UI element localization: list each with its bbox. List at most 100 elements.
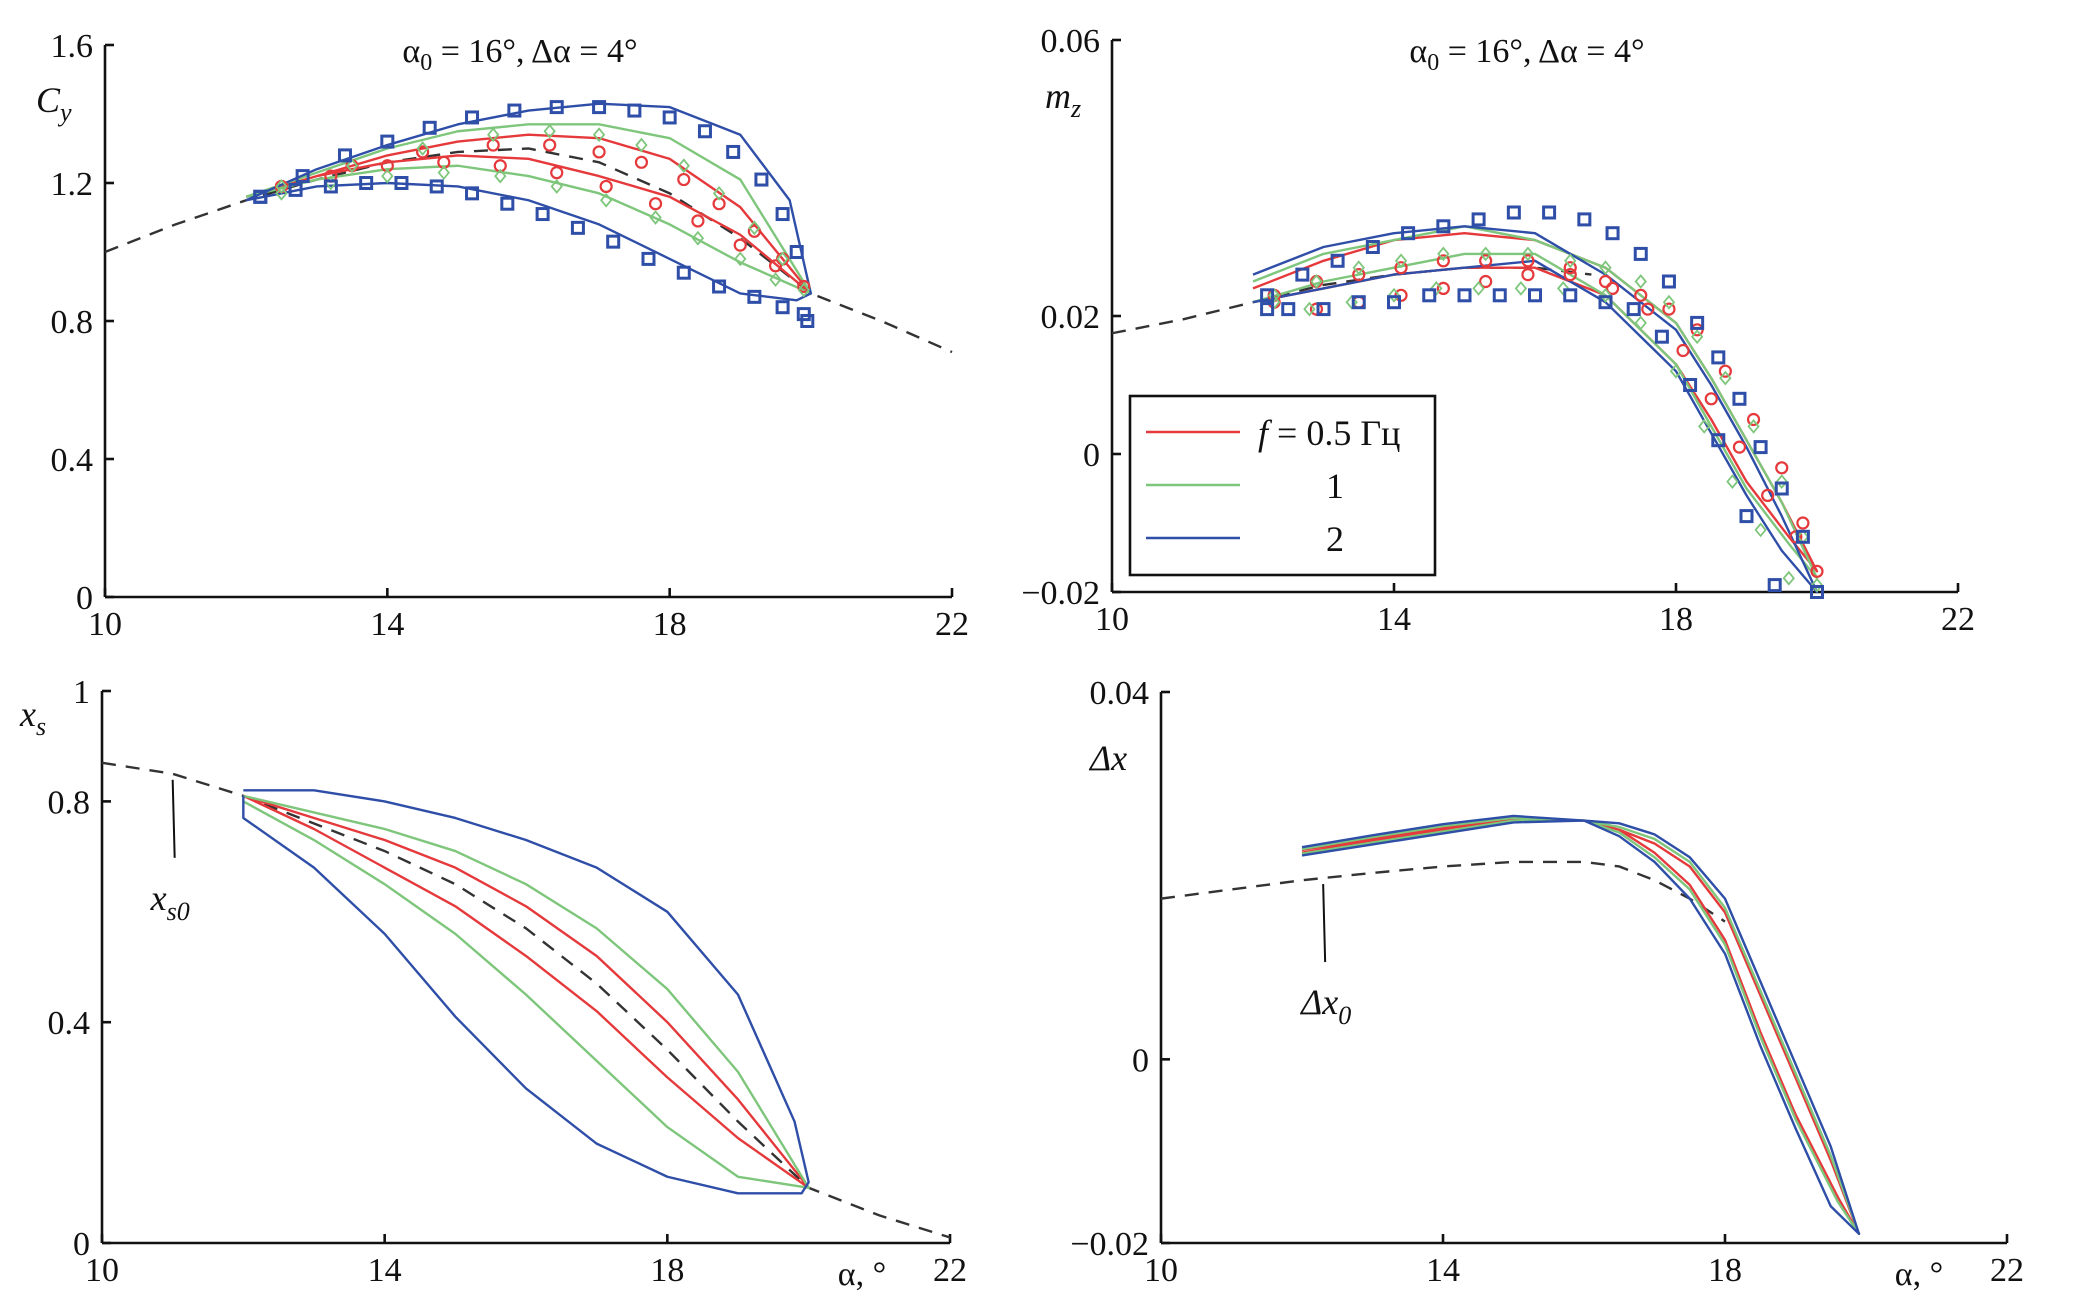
marker-circle bbox=[1810, 564, 1824, 578]
marker-square bbox=[1260, 288, 1275, 303]
annotation-leader bbox=[171, 779, 176, 858]
marker-square bbox=[775, 300, 790, 315]
marker-square bbox=[592, 100, 607, 115]
marker-square bbox=[1654, 329, 1669, 344]
marker-square bbox=[337, 148, 352, 163]
loop-line-f2 bbox=[242, 789, 810, 1195]
marker-diamond bbox=[1352, 260, 1365, 276]
marker-square bbox=[1810, 585, 1824, 599]
chart-title: α0 = 16°, Δα = 4° bbox=[402, 33, 637, 76]
marker-square bbox=[429, 179, 444, 194]
marker-diamond bbox=[734, 251, 747, 267]
marker-diamond bbox=[1754, 522, 1767, 538]
loop-line-f05 bbox=[245, 133, 813, 295]
marker-circle bbox=[1563, 261, 1577, 275]
marker-square bbox=[726, 144, 741, 159]
marker-diamond bbox=[494, 168, 507, 184]
marker-square bbox=[1739, 509, 1754, 524]
marker-circle bbox=[1789, 530, 1803, 544]
marker-square bbox=[789, 245, 804, 259]
marker-diamond bbox=[543, 123, 556, 139]
marker-diamond bbox=[1514, 280, 1528, 296]
x-tick-label: 14 bbox=[1377, 601, 1411, 638]
marker-diamond bbox=[748, 220, 761, 236]
marker-diamond bbox=[776, 251, 789, 267]
marker-circle bbox=[1598, 274, 1613, 289]
marker-square bbox=[1542, 205, 1557, 220]
marker-circle bbox=[1746, 412, 1761, 427]
marker-square bbox=[1795, 529, 1810, 544]
marker-square bbox=[1605, 226, 1620, 241]
marker-square bbox=[380, 134, 395, 149]
marker-diamond bbox=[1782, 570, 1795, 586]
marker-square bbox=[500, 196, 515, 211]
static-curve bbox=[1160, 860, 1726, 923]
x-tick-label: 18 bbox=[1659, 601, 1693, 638]
marker-circle bbox=[677, 172, 691, 187]
marker-circle bbox=[1521, 268, 1535, 282]
marker-square bbox=[1711, 433, 1726, 448]
marker-diamond bbox=[1775, 474, 1788, 490]
marker-diamond bbox=[769, 272, 782, 288]
marker-square bbox=[1316, 302, 1331, 317]
static-curve bbox=[101, 761, 951, 1239]
marker-circle bbox=[1521, 254, 1535, 268]
marker-square bbox=[1401, 226, 1416, 241]
marker-circle bbox=[1352, 268, 1366, 282]
marker-circle bbox=[1796, 516, 1810, 530]
marker-square bbox=[712, 279, 727, 294]
x-tick-label: 14 bbox=[1426, 1252, 1460, 1289]
chart-mz: 10 14 18 22 −0.02 0 0.02 0.06 mz α0 = 16°, Δα = 4… bbox=[1021, 23, 1975, 638]
marker-diamond bbox=[1634, 274, 1647, 289]
marker-square bbox=[1351, 295, 1366, 310]
marker-square bbox=[422, 120, 437, 135]
marker-square bbox=[1528, 288, 1542, 303]
loop-line-f05 bbox=[1252, 231, 1819, 573]
marker-square bbox=[465, 110, 480, 125]
marker-square bbox=[394, 176, 409, 190]
marker-square bbox=[465, 186, 480, 201]
marker-square bbox=[1281, 302, 1296, 317]
marker-square bbox=[1330, 253, 1345, 268]
marker-diamond bbox=[1521, 246, 1535, 262]
y-tick-label: 0.02 bbox=[1041, 299, 1101, 336]
marker-diamond bbox=[1726, 474, 1739, 490]
marker-square bbox=[1711, 350, 1726, 365]
loop-line-f2 bbox=[245, 102, 813, 302]
y-tick-label: 1.2 bbox=[51, 166, 94, 203]
x-tick-label: 10 bbox=[1144, 1252, 1178, 1289]
marker-diamond bbox=[635, 137, 648, 153]
y-tick-label: 0 bbox=[76, 580, 93, 617]
marker-square bbox=[1422, 288, 1437, 303]
marker-diamond bbox=[1810, 577, 1824, 593]
marker-square bbox=[747, 289, 762, 304]
marker-square bbox=[1774, 481, 1789, 496]
y-tick-label: 0.04 bbox=[1090, 675, 1150, 712]
marker-square bbox=[359, 176, 374, 190]
marker-circle bbox=[634, 155, 649, 169]
static-curve bbox=[1111, 266, 1592, 335]
marker-square bbox=[295, 169, 310, 184]
marker-diamond bbox=[1634, 315, 1647, 331]
marker-square bbox=[627, 103, 642, 118]
marker-square bbox=[1295, 267, 1310, 282]
marker-square bbox=[570, 220, 585, 235]
marker-square bbox=[641, 251, 656, 266]
marker-diamond bbox=[275, 185, 288, 201]
x-tick-label: 18 bbox=[653, 606, 687, 643]
marker-diamond bbox=[1690, 329, 1704, 345]
marker-diamond bbox=[1345, 294, 1358, 310]
marker-square bbox=[1260, 302, 1275, 317]
marker-circle bbox=[550, 166, 564, 180]
marker-circle bbox=[1676, 343, 1690, 358]
marker-diamond bbox=[1599, 287, 1612, 303]
legend: f = 0.5 Гц 1 2 bbox=[1128, 394, 1437, 577]
marker-diamond bbox=[1472, 280, 1485, 296]
y-tick-label: 0 bbox=[73, 1226, 90, 1263]
marker-circle bbox=[1563, 268, 1577, 282]
marker-diamond bbox=[649, 210, 662, 225]
marker-square bbox=[1387, 295, 1401, 310]
marker-diamond bbox=[677, 158, 690, 174]
marker-circle bbox=[747, 224, 761, 238]
